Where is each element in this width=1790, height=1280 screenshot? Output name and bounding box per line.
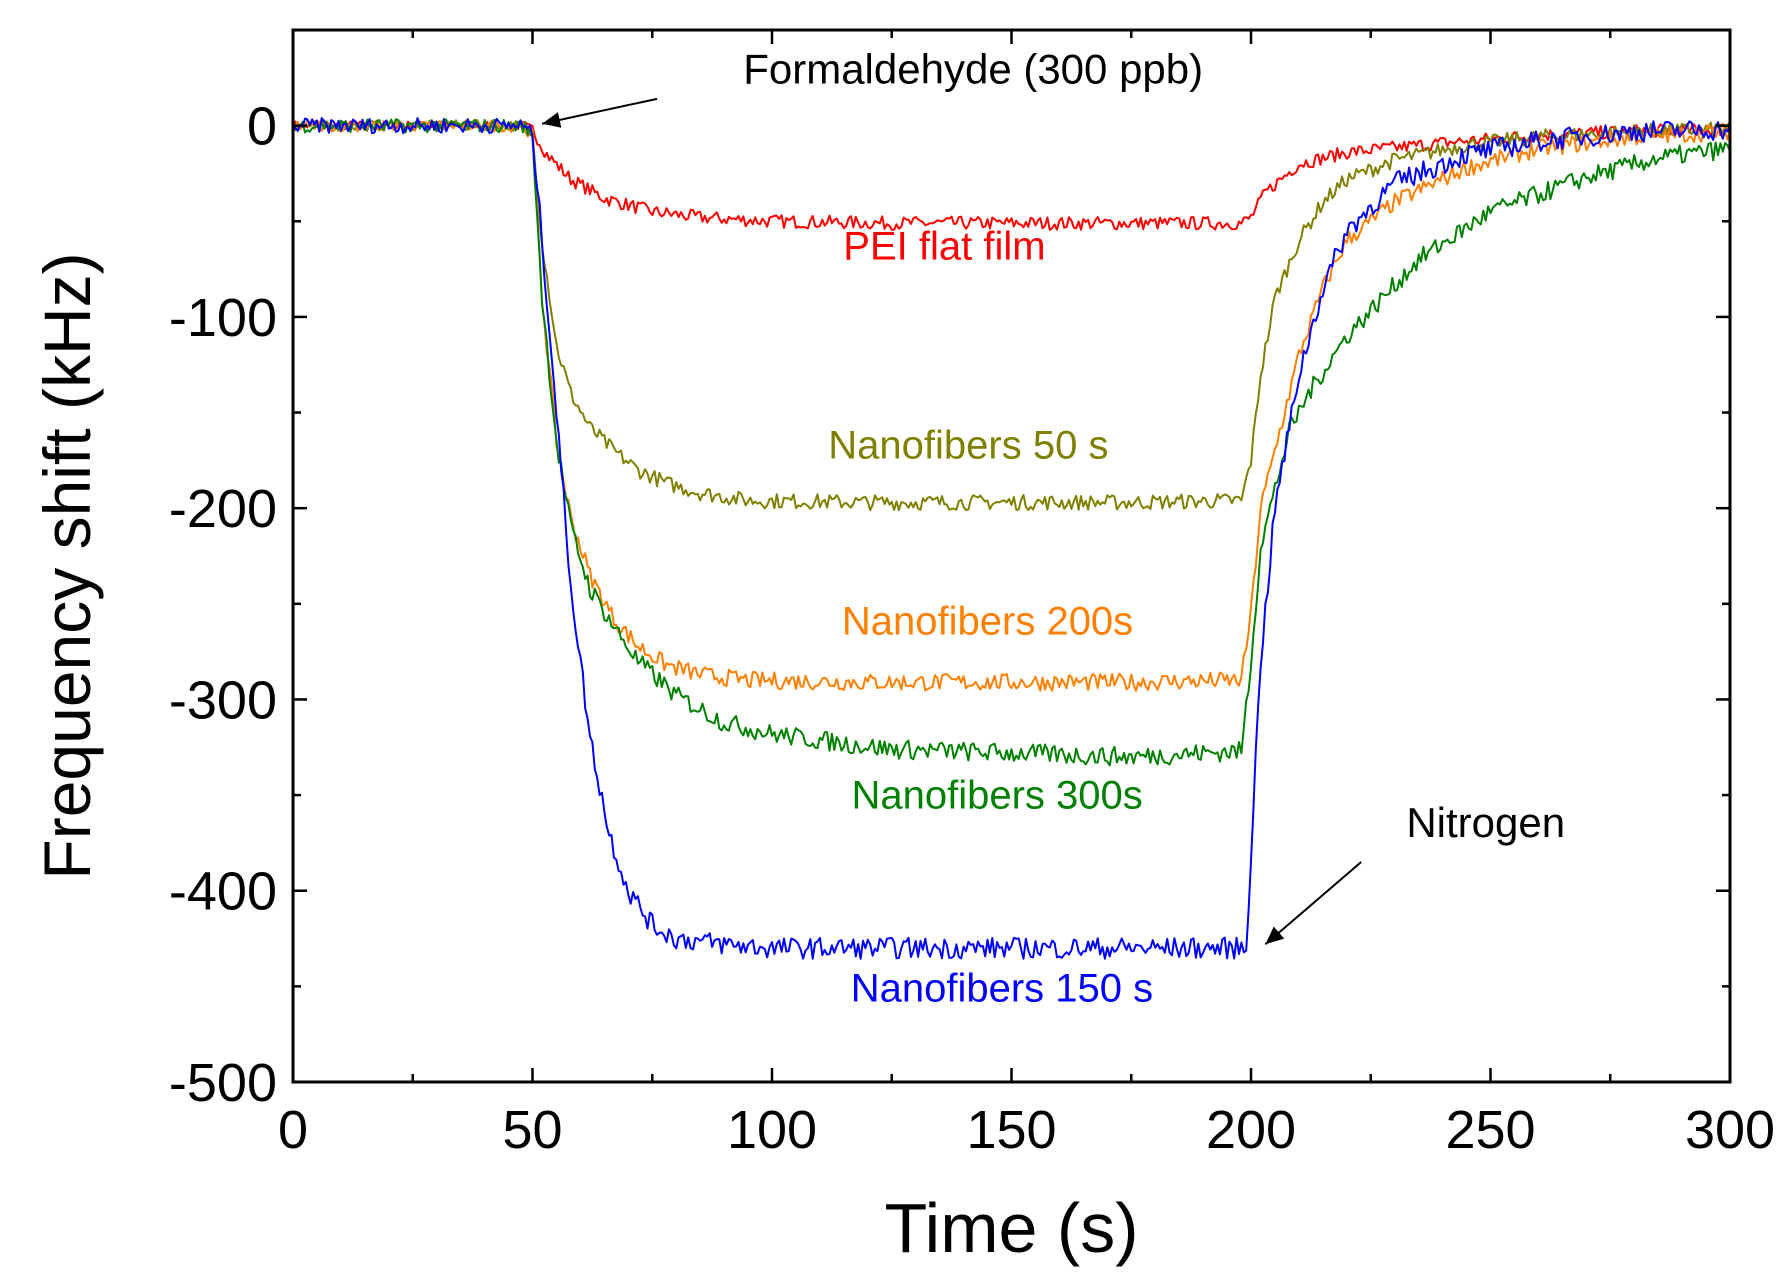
annotation-arrow-2 (1264, 861, 1362, 946)
series-layer: PEI flat film Nanofibers 50 s Nanofibers 2… (292, 117, 1731, 1011)
y-tick-label: 0 (247, 97, 277, 157)
y-tick-label: -300 (169, 670, 277, 730)
annotation-label-2: Nitrogen (1406, 799, 1565, 846)
tick-layer: 0 50 100 150 200 250 300 -500 -400 -300 -200 -100 0 (169, 30, 1775, 1160)
x-tick-label: 50 (502, 1100, 562, 1160)
x-tick-label: 0 (278, 1100, 308, 1160)
series-label-3: Nanofibers 200s (842, 599, 1133, 643)
x-tick-label: 250 (1445, 1100, 1535, 1160)
plot-frame (291, 28, 1732, 1084)
x-tick-label: 300 (1685, 1100, 1775, 1160)
annotation-label-1: Formaldehyde (300 ppb) (743, 46, 1203, 93)
x-axis-title: Time (s) (884, 1189, 1138, 1267)
series-line-5 (292, 117, 1731, 960)
series-label-1: PEI flat film (843, 225, 1045, 269)
y-tick-label: -400 (169, 862, 277, 922)
series-label-4: Nanofibers 300s (851, 773, 1142, 817)
y-axis-title: Frequency shift (kHz) (30, 252, 104, 879)
x-tick-label: 100 (727, 1100, 817, 1160)
annotation-layer: Formaldehyde (300 ppb) Nitrogen (541, 46, 1565, 946)
x-tick-label: 150 (966, 1100, 1056, 1160)
y-tick-label: -500 (169, 1053, 277, 1113)
series-line-1 (292, 119, 1731, 231)
series-line-3 (292, 118, 1731, 692)
x-tick-label: 200 (1206, 1100, 1296, 1160)
annotation-arrow-1 (541, 97, 658, 128)
y-tick-label: -100 (169, 288, 277, 348)
series-label-2: Nanofibers 50 s (828, 423, 1108, 467)
y-tick-label: -200 (169, 479, 277, 539)
series-label-5: Nanofibers 150 s (851, 967, 1153, 1011)
